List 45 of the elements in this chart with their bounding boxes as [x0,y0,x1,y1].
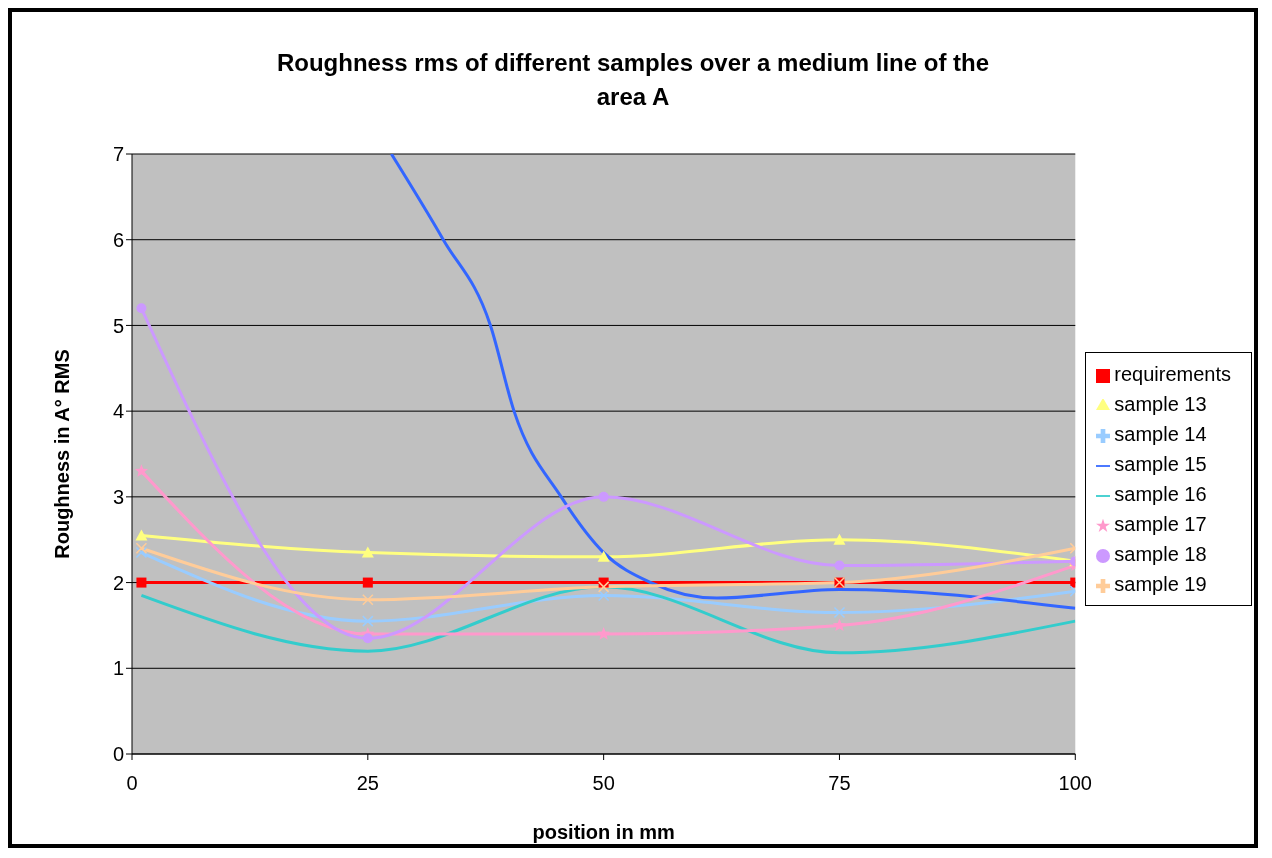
point [833,533,846,545]
point [597,589,610,602]
y-axis-title: Roughness in A° RMS [51,349,74,559]
point [136,577,147,588]
y-tick-label: 2 [112,571,124,594]
chart-title: Roughness rms of different samples over a medium line of the area A [275,48,991,112]
point [834,560,845,571]
y-tick-label: 7 [112,143,124,166]
legend-label: sample 15 [1114,453,1207,475]
point [362,633,373,644]
x-tick-label: 0 [126,772,138,795]
point [135,546,148,559]
point [134,464,149,477]
point [597,550,610,562]
y-tick-label: 3 [112,485,124,508]
y-tick-label: 6 [112,228,124,251]
y-tick-label: 4 [112,400,124,423]
legend-label: sample 18 [1114,543,1207,565]
point [361,546,374,558]
legend-label: sample 17 [1114,513,1207,535]
x-tick-label: 25 [356,772,379,795]
legend-label: requirements [1114,363,1231,385]
line-series [389,154,1076,610]
y-tick-label: 5 [112,314,124,337]
point [362,593,374,606]
x-tick-label: 100 [1058,772,1092,795]
point [135,529,148,541]
y-tick-label: 0 [112,743,124,766]
point [596,627,611,640]
point [832,618,847,632]
point [598,491,609,502]
x-axis-title: position in mm [532,821,675,843]
legend-label: sample 13 [1114,393,1207,415]
point [362,615,374,627]
point [362,577,373,588]
legend-label: sample 14 [1114,423,1207,445]
point [135,542,148,555]
point [136,303,147,314]
legend-label: sample 16 [1114,483,1207,505]
x-tick-label: 75 [828,772,851,795]
y-tick-label: 1 [112,657,124,680]
x-tick-label: 50 [592,772,615,795]
point [597,581,610,593]
point [833,606,846,619]
legend-label: sample 19 [1114,573,1207,595]
